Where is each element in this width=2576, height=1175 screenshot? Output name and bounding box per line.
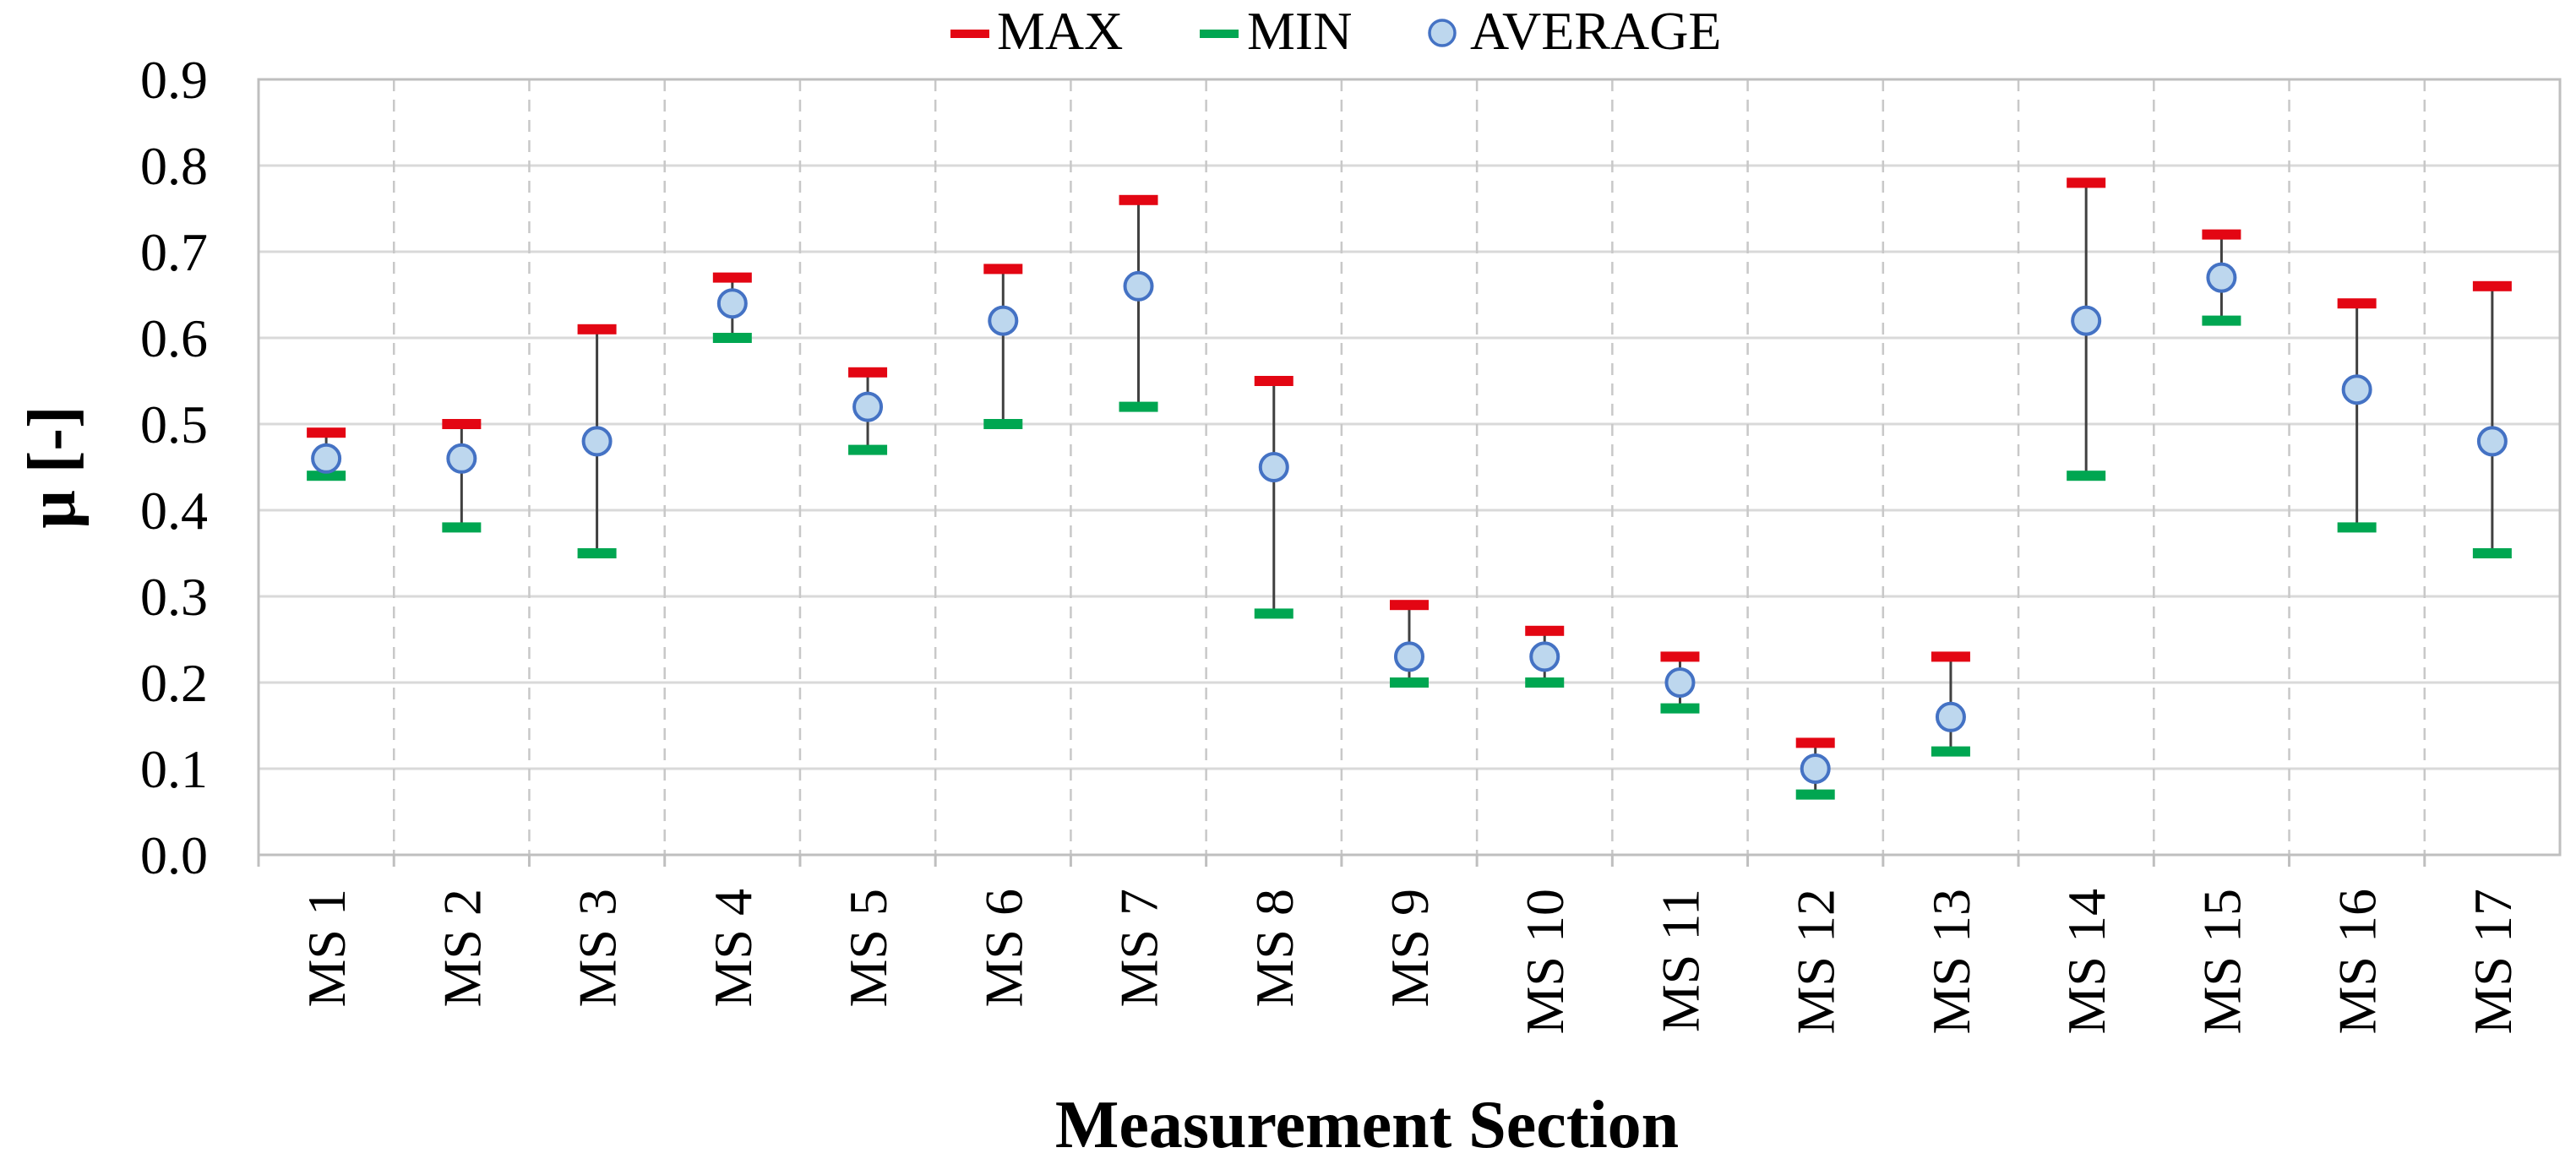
average-point bbox=[1529, 641, 1560, 672]
min-marker bbox=[2067, 471, 2106, 481]
average-point bbox=[2071, 305, 2102, 336]
x-tick-label: MS 9 bbox=[1380, 889, 1440, 1008]
legend: MAX MIN AVERAGE bbox=[950, 1, 1722, 61]
average-point bbox=[1123, 270, 1154, 302]
x-tick-label: MS 1 bbox=[297, 889, 357, 1008]
legend-item-average: AVERAGE bbox=[1428, 1, 1722, 61]
data-marks bbox=[307, 177, 2512, 800]
plot-grid bbox=[259, 78, 2560, 855]
x-tick-label: MS 10 bbox=[1515, 889, 1575, 1035]
max-marker bbox=[712, 272, 752, 283]
y-tick-label: 0.2 bbox=[140, 653, 208, 713]
min-marker bbox=[1390, 677, 1429, 688]
x-tick-label: MS 5 bbox=[838, 889, 898, 1008]
max-marker bbox=[983, 264, 1023, 275]
x-tick-label: MS 17 bbox=[2463, 889, 2523, 1035]
max-marker bbox=[1390, 600, 1429, 611]
min-marker bbox=[1525, 677, 1565, 688]
max-marker bbox=[1525, 625, 1565, 636]
min-marker bbox=[1254, 608, 1293, 619]
max-marker bbox=[1795, 737, 1835, 748]
min-marker bbox=[1660, 703, 1700, 714]
y-tick-label: 0.7 bbox=[140, 222, 208, 282]
y-tick-label: 0.8 bbox=[140, 136, 208, 196]
min-marker bbox=[848, 444, 888, 455]
max-marker bbox=[1119, 194, 1158, 205]
average-point bbox=[2206, 262, 2237, 293]
x-tick-label: MS 11 bbox=[1650, 889, 1710, 1032]
average-point bbox=[1664, 667, 1696, 698]
average-point bbox=[988, 305, 1019, 336]
min-marker bbox=[577, 548, 617, 558]
x-tick-label: MS 7 bbox=[1109, 889, 1169, 1008]
min-marker bbox=[307, 471, 346, 481]
min-marker bbox=[2337, 522, 2377, 533]
average-point bbox=[446, 443, 477, 474]
average-point bbox=[1935, 701, 1966, 732]
max-marker bbox=[2337, 298, 2377, 309]
legend-min-marker bbox=[1200, 30, 1239, 38]
y-tick-label: 0.9 bbox=[140, 50, 208, 110]
min-marker bbox=[442, 522, 482, 533]
y-tick-label: 0.4 bbox=[140, 481, 208, 541]
x-tick-label: MS 12 bbox=[1786, 889, 1846, 1035]
average-point bbox=[1258, 452, 1289, 482]
max-marker bbox=[2472, 280, 2512, 291]
average-point bbox=[2476, 426, 2508, 457]
legend-average-label: AVERAGE bbox=[1470, 1, 1722, 61]
average-point bbox=[1800, 753, 1831, 784]
x-tick-label: MS 16 bbox=[2328, 889, 2388, 1035]
max-marker bbox=[307, 427, 346, 438]
legend-min-label: MIN bbox=[1247, 1, 1352, 61]
legend-item-min: MIN bbox=[1200, 1, 1352, 61]
max-marker bbox=[577, 324, 617, 335]
average-point bbox=[852, 391, 884, 422]
min-marker bbox=[2472, 548, 2512, 558]
x-tick-label: MS 3 bbox=[568, 889, 628, 1008]
min-marker bbox=[712, 333, 752, 343]
y-axis-title: μ [-] bbox=[15, 405, 90, 528]
y-axis-ticks: 0.0 0.1 0.2 0.3 0.4 0.5 0.6 0.7 0.8 0.9 bbox=[140, 50, 208, 885]
min-marker bbox=[1931, 746, 1970, 757]
x-tick-label: MS 15 bbox=[2192, 889, 2252, 1035]
legend-max-label: MAX bbox=[997, 1, 1123, 61]
legend-max-marker bbox=[950, 30, 989, 38]
x-tick-label: MS 8 bbox=[1244, 889, 1304, 1008]
min-marker bbox=[1795, 789, 1835, 800]
average-point bbox=[581, 426, 613, 457]
y-tick-label: 0.5 bbox=[140, 394, 208, 454]
x-tick-label: MS 6 bbox=[973, 889, 1033, 1008]
min-marker bbox=[1119, 401, 1158, 412]
x-axis-ticks: MS 1 MS 2 MS 3 MS 4 MS 5 MS 6 MS 7 MS 8 MS 9 MS 1… bbox=[257, 855, 2523, 1035]
min-marker bbox=[2202, 315, 2241, 326]
x-tick-label: MS 14 bbox=[2056, 889, 2116, 1035]
max-marker bbox=[1660, 651, 1700, 662]
x-axis-title: Measurement Section bbox=[1055, 1088, 1679, 1162]
min-marker bbox=[983, 419, 1023, 429]
max-marker bbox=[2202, 229, 2241, 240]
max-marker bbox=[848, 367, 888, 378]
x-tick-label: MS 2 bbox=[432, 889, 492, 1008]
max-marker bbox=[442, 419, 482, 429]
legend-item-max: MAX bbox=[950, 1, 1123, 61]
average-point bbox=[1394, 641, 1424, 672]
x-tick-label: MS 13 bbox=[1921, 889, 1981, 1035]
average-point bbox=[716, 288, 748, 319]
y-tick-label: 0.6 bbox=[140, 308, 208, 368]
x-tick-label: MS 4 bbox=[703, 889, 763, 1008]
max-marker bbox=[2067, 177, 2106, 188]
max-marker bbox=[1254, 376, 1293, 386]
max-marker bbox=[1931, 651, 1970, 662]
average-point bbox=[311, 443, 342, 474]
y-tick-label: 0.1 bbox=[140, 739, 208, 799]
plot-area-border bbox=[257, 78, 2562, 857]
average-point bbox=[2341, 374, 2372, 405]
y-tick-label: 0.3 bbox=[140, 567, 208, 627]
legend-average-marker bbox=[1428, 19, 1457, 47]
y-tick-label: 0.0 bbox=[140, 825, 208, 885]
